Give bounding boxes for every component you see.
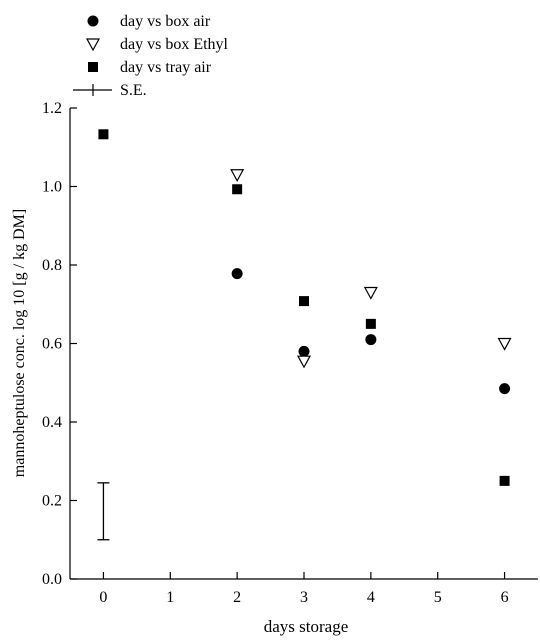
y-tick-label: 1.0 (42, 179, 62, 196)
data-point-series-2 (296, 355, 312, 369)
data-point-series-2 (230, 169, 245, 182)
legend-marker (87, 15, 99, 27)
x-axis-label: days storage (264, 617, 349, 636)
x-tick-label: 6 (501, 589, 509, 606)
data-point-series-1 (298, 345, 310, 357)
data-point-series-3 (299, 296, 309, 307)
x-tick-label: 5 (434, 589, 442, 606)
plot-area: 0.0 0.2 0.4 0.6 0.8 1.0 1.2 0 1 2 3 4 5 6 (42, 100, 538, 606)
data-point-series-2 (497, 337, 512, 351)
legend-marker (85, 38, 101, 52)
legend-label: S.E. (120, 82, 147, 99)
legend-marker (88, 62, 98, 72)
y-tick-label: 0.6 (42, 336, 62, 353)
data-point-series-3 (232, 184, 243, 195)
y-tick-label: 0.0 (42, 571, 62, 588)
x-tick-label: 2 (233, 589, 241, 606)
x-tick-label: 0 (99, 589, 107, 606)
legend: day vs box air day vs box Ethyl day vs tra… (73, 13, 229, 99)
data-point-series-3 (365, 318, 376, 329)
legend-label: day vs box Ethyl (120, 36, 229, 53)
y-tick-label: 1.2 (42, 100, 62, 117)
data-point-series-2 (363, 286, 378, 300)
legend-label: day vs box air (120, 13, 211, 30)
y-tick-label: 0.2 (42, 493, 62, 510)
y-tick-label: 0.4 (42, 414, 62, 431)
y-tick-label: 0.8 (42, 257, 62, 274)
data-point-series-1 (365, 334, 377, 346)
data-point-series-3 (98, 129, 109, 140)
x-tick-label: 4 (367, 589, 375, 606)
x-tick-label: 3 (300, 589, 308, 606)
legend-label: day vs tray air (120, 59, 212, 76)
data-point-series-3 (499, 475, 510, 486)
data-point-series-1 (499, 383, 511, 395)
y-axis-label: mannoheptulose conc. log 10 [g / kg DM] (11, 209, 28, 477)
x-tick-label: 1 (166, 589, 174, 606)
data-point-series-1 (231, 268, 243, 280)
